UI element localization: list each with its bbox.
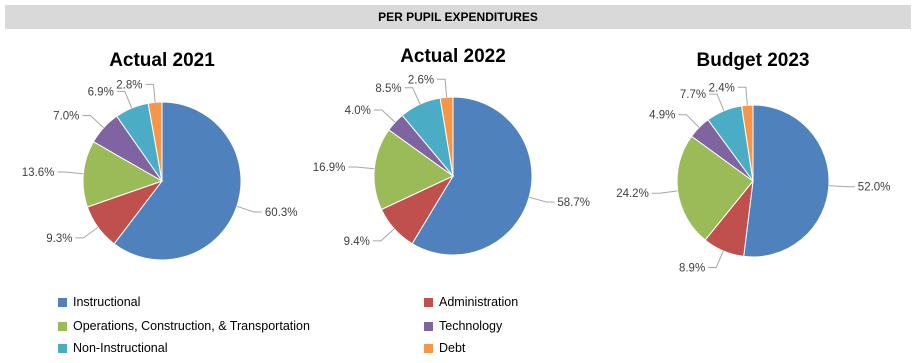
pie-slice — [82, 141, 164, 208]
leader-line — [678, 114, 700, 128]
leader-line — [57, 171, 84, 175]
legend-item: Non-Instructional — [58, 341, 168, 355]
legend-item: Instructional — [58, 295, 140, 309]
data-label: 58.7% — [557, 197, 590, 209]
pie-slice — [741, 104, 754, 182]
leader-line — [373, 109, 396, 123]
data-label: 6.9% — [88, 86, 114, 98]
pie-slice — [373, 129, 454, 211]
data-label: 13.6% — [22, 167, 55, 179]
page-title: PER PUPIL EXPENDITURES — [378, 10, 538, 24]
leader-line — [708, 250, 724, 268]
data-label: 2.4% — [709, 82, 735, 94]
legend-label: Debt — [439, 341, 466, 355]
leader-line — [404, 87, 421, 105]
pie-slice — [113, 101, 242, 261]
legend-label: Instructional — [73, 295, 141, 309]
leader-line — [145, 83, 156, 103]
legend-label: Operations, Construction, & Transportati… — [73, 319, 310, 333]
data-label: 8.5% — [375, 83, 401, 95]
legend-item: Administration — [424, 295, 518, 309]
legend-label: Technology — [439, 319, 503, 333]
data-label: 52.0% — [858, 182, 891, 194]
data-label: 16.9% — [313, 162, 346, 174]
pie-slice — [147, 101, 163, 182]
legend-swatch — [58, 343, 67, 353]
legend-item: Technology — [424, 319, 502, 333]
pie-slice — [411, 96, 533, 256]
leader-line — [372, 228, 395, 242]
leader-line — [437, 78, 448, 98]
pie-slice — [743, 104, 830, 258]
pie-chart: Actual 2022 58.7% 9.4% 16.9% 4.0% 8.5% 2.6% — [313, 46, 590, 256]
pie-chart: Budget 2023 52.0% 8.9% 24.2% 4.9% 7.7%2.4% — [616, 50, 890, 275]
pie-chart: Actual 2021 60.3% 9.3% 13.6% 7.0% 6.9%2.8% — [22, 50, 298, 261]
leader-line — [236, 205, 262, 213]
legend-swatch — [424, 321, 433, 331]
legend-item: Debt — [424, 341, 465, 355]
chart-title: Actual 2021 — [109, 50, 215, 71]
chart-title: Actual 2022 — [400, 46, 506, 67]
leader-line — [75, 226, 99, 239]
data-label: 60.3% — [265, 207, 298, 219]
leader-line — [82, 115, 105, 129]
pie-slice — [676, 135, 754, 241]
leader-line — [528, 196, 555, 203]
data-label: 7.0% — [53, 111, 79, 123]
data-label: 4.0% — [345, 105, 371, 117]
legend-swatch — [424, 297, 433, 307]
data-label: 9.4% — [344, 236, 370, 248]
legend-item: Operations, Construction, & Transportati… — [58, 319, 310, 333]
data-label: 4.9% — [649, 110, 675, 122]
data-label: 24.2% — [616, 188, 649, 200]
leader-line — [828, 185, 855, 188]
leader-line — [737, 86, 748, 106]
leader-line — [348, 166, 375, 170]
data-label: 9.3% — [46, 233, 72, 245]
leader-line — [709, 93, 725, 111]
data-label: 2.8% — [116, 79, 142, 91]
chart-title: Budget 2023 — [697, 50, 810, 71]
leader-line — [116, 90, 133, 109]
leader-line — [651, 190, 678, 194]
data-label: 7.7% — [680, 89, 706, 101]
legend-label: Administration — [439, 295, 519, 309]
header-bar: PER PUPIL EXPENDITURES — [5, 5, 911, 29]
legend-swatch — [58, 321, 67, 331]
data-label: 2.6% — [408, 74, 434, 86]
data-label: 8.9% — [679, 263, 705, 275]
pie-charts: Actual 202160.3%9.3%13.6%7.0%6.9%2.8%Act… — [22, 46, 891, 275]
legend-swatch — [58, 297, 67, 307]
legend-label: Non-Instructional — [73, 341, 168, 355]
legend-swatch — [424, 343, 433, 353]
